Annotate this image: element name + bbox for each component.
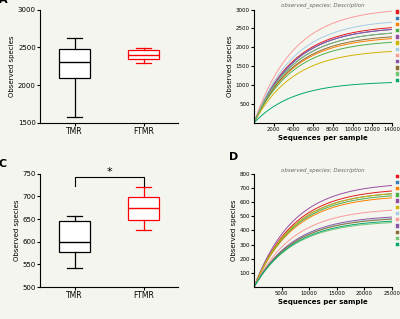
Legend: FTMR1, FTMR2, FTMR3, FTMR4, FTMR5, FTMR6, TMR1, TMR2, TMR3, TMR4, TMR5, TMR6: FTMR1, FTMR2, FTMR3, FTMR4, FTMR5, FTMR6… [396, 10, 400, 83]
Legend: FTMR1, FTMR2, FTMR3, FTMR4, FTMR5, FTMR6, TMR1, TMR2, TMR3, TMR4, TMR5, TMR6: FTMR1, FTMR2, FTMR3, FTMR4, FTMR5, FTMR6… [396, 174, 400, 247]
Text: A: A [0, 0, 7, 5]
X-axis label: Sequences per sample: Sequences per sample [278, 135, 368, 141]
Title: observed_species: Description: observed_species: Description [281, 167, 365, 173]
Text: D: D [229, 152, 238, 162]
Y-axis label: Observed species: Observed species [14, 200, 20, 261]
X-axis label: Sequences per sample: Sequences per sample [278, 299, 368, 305]
Y-axis label: Observed species: Observed species [227, 35, 233, 97]
PathPatch shape [59, 49, 90, 78]
PathPatch shape [128, 50, 159, 59]
Y-axis label: Observed species: Observed species [9, 35, 15, 97]
PathPatch shape [128, 197, 159, 220]
Y-axis label: Observed species: Observed species [230, 200, 236, 261]
Text: *: * [106, 167, 112, 177]
Title: observed_species: Description: observed_species: Description [281, 3, 365, 9]
PathPatch shape [59, 221, 90, 252]
Text: C: C [0, 159, 7, 169]
